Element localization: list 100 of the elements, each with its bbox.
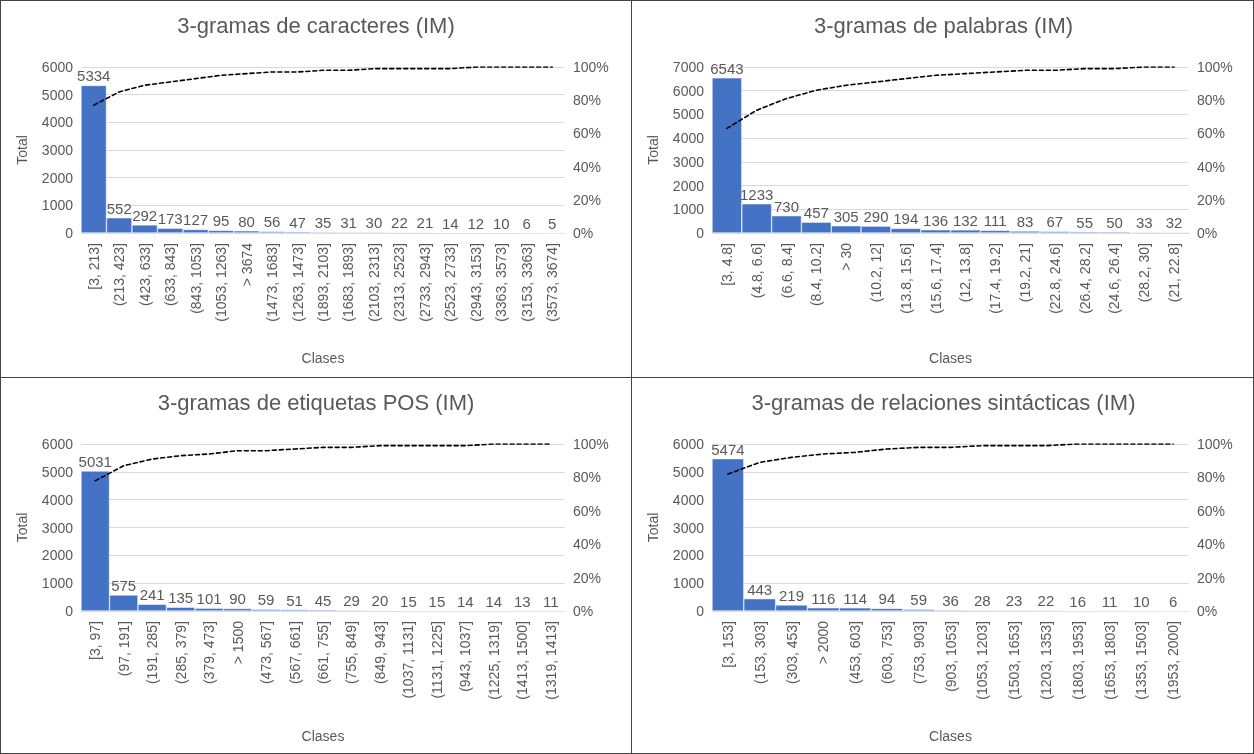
- data-label: 14: [457, 592, 474, 610]
- data-label: 457: [803, 204, 829, 222]
- y-tick-label: 4000: [41, 491, 74, 508]
- data-label: 127: [183, 211, 209, 229]
- y-tick-label: 1000: [672, 201, 705, 218]
- x-tick-label: (1893, 2103]: [315, 243, 331, 322]
- x-tick-label: (1053, 1263]: [213, 243, 230, 322]
- x-axis-title: Clases: [929, 350, 972, 366]
- x-tick-label: (943, 1037]: [457, 621, 474, 692]
- data-label: 11: [542, 592, 559, 610]
- data-label: 6: [522, 214, 531, 232]
- data-label: 36: [942, 592, 959, 609]
- x-tick-label: (26.4, 28.2]: [1076, 243, 1093, 314]
- x-tick-label: (1053, 1203]: [974, 621, 991, 700]
- data-label: 5: [548, 214, 557, 232]
- data-label: 6: [1168, 592, 1178, 610]
- data-label: 90: [229, 590, 246, 608]
- x-tick-label: (8.4, 10.2]: [808, 243, 825, 307]
- data-label: 22: [391, 214, 408, 232]
- x-tick-label: (423, 633]: [136, 243, 153, 307]
- data-label: 173: [157, 210, 183, 228]
- data-label: 35: [314, 214, 332, 232]
- x-tick-label: (15.6, 17.4]: [927, 243, 944, 314]
- x-tick-label: (3573, 3674]: [544, 243, 561, 322]
- y2-tick-label: 100%: [573, 59, 609, 75]
- data-label: 12: [467, 214, 485, 232]
- y2-tick-label: 80%: [573, 469, 602, 486]
- x-tick-label: (1503, 1653]: [1006, 621, 1023, 700]
- y-tick-label: 6000: [41, 436, 74, 452]
- x-tick-label: (21, 22.8]: [1166, 243, 1183, 303]
- data-label: 6543: [710, 59, 744, 77]
- data-label: 67: [1046, 213, 1064, 231]
- x-tick-label: (1803, 1953]: [1069, 621, 1086, 700]
- x-tick-label: (755, 849]: [343, 621, 360, 685]
- y2-tick-label: 60%: [1197, 502, 1226, 519]
- y2-tick-label: 80%: [573, 92, 602, 109]
- x-tick-label: [3, 153]: [719, 621, 736, 668]
- y-tick-label: 1000: [672, 575, 705, 592]
- chart-title: 3-gramas de caracteres (IM): [177, 12, 455, 38]
- x-tick-label: (3153, 3363]: [518, 243, 535, 322]
- data-label: 31: [340, 214, 357, 232]
- y-tick-label: 3000: [41, 142, 74, 158]
- x-tick-label: (24.6, 26.4]: [1106, 243, 1123, 314]
- data-label: 111: [983, 212, 1007, 230]
- data-label: 83: [1016, 213, 1034, 231]
- y-axis-title: Total: [645, 135, 661, 165]
- y2-tick-label: 20%: [573, 569, 602, 586]
- x-tick-label: (1319, 1413]: [542, 621, 559, 700]
- data-label: 55: [1076, 213, 1093, 231]
- x-tick-label: (567, 661]: [286, 621, 303, 685]
- y-tick-label: 3000: [672, 153, 705, 170]
- data-label: 219: [778, 586, 805, 604]
- data-label: 241: [139, 586, 165, 604]
- data-label: 292: [132, 206, 158, 224]
- data-label: 33: [1135, 214, 1153, 232]
- data-label: 5334: [77, 67, 111, 85]
- y-tick-label: 1000: [41, 197, 74, 214]
- x-tick-label: (1131, 1225]: [428, 621, 445, 699]
- y2-tick-label: 60%: [573, 125, 602, 142]
- data-label: 30: [365, 214, 383, 232]
- data-label: 11: [1101, 592, 1118, 610]
- y2-tick-label: 80%: [1197, 469, 1226, 486]
- chart-title: 3-gramas de palabras (IM): [813, 12, 1074, 38]
- chart-title: 3-gramas de relaciones sintácticas (IM): [751, 389, 1136, 415]
- data-label: 47: [289, 213, 306, 231]
- x-tick-label: (903, 1053]: [942, 621, 959, 692]
- y2-tick-label: 80%: [1197, 92, 1226, 109]
- x-tick-label: [3, 4.8]: [718, 243, 735, 286]
- x-tick-label: (1263, 1473]: [289, 243, 306, 322]
- x-tick-label: (6.6, 8.4]: [778, 243, 795, 299]
- x-tick-label: (191, 285]: [144, 621, 161, 685]
- x-tick-label: (843, 1053]: [187, 243, 204, 314]
- data-label: 16: [1069, 592, 1087, 610]
- x-axis-title: Clases: [301, 728, 345, 744]
- x-tick-label: (661, 755]: [315, 621, 331, 685]
- y-tick-label: 6000: [672, 436, 705, 452]
- data-label: 290: [863, 208, 889, 226]
- y2-tick-label: 0%: [573, 225, 594, 241]
- y-tick-label: 5000: [41, 86, 74, 103]
- data-label: 56: [263, 213, 281, 231]
- data-label: 94: [878, 590, 896, 608]
- x-tick-label: > 1500: [229, 620, 246, 665]
- y-tick-label: 5000: [672, 106, 705, 123]
- data-label: 194: [893, 210, 919, 228]
- data-label: 59: [910, 591, 928, 609]
- chart-title: 3-gramas de etiquetas POS (IM): [157, 389, 475, 415]
- x-tick-label: (4.8, 6.6]: [748, 243, 765, 299]
- y-tick-label: 0: [696, 225, 705, 241]
- x-axis-title: Clases: [929, 728, 972, 744]
- x-tick-label: (303, 453]: [783, 621, 800, 685]
- x-tick-label: [3, 213]: [85, 243, 102, 290]
- y-tick-label: 4000: [41, 114, 74, 131]
- y-tick-label: 3000: [672, 519, 705, 536]
- y-tick-label: 0: [696, 603, 705, 619]
- y2-tick-label: 0%: [1197, 225, 1218, 241]
- y-tick-label: 2000: [41, 547, 74, 564]
- x-tick-label: (12, 13.8]: [957, 243, 974, 303]
- y2-tick-label: 40%: [573, 536, 602, 553]
- data-label: 5474: [711, 440, 745, 458]
- data-label: 10: [1132, 592, 1150, 610]
